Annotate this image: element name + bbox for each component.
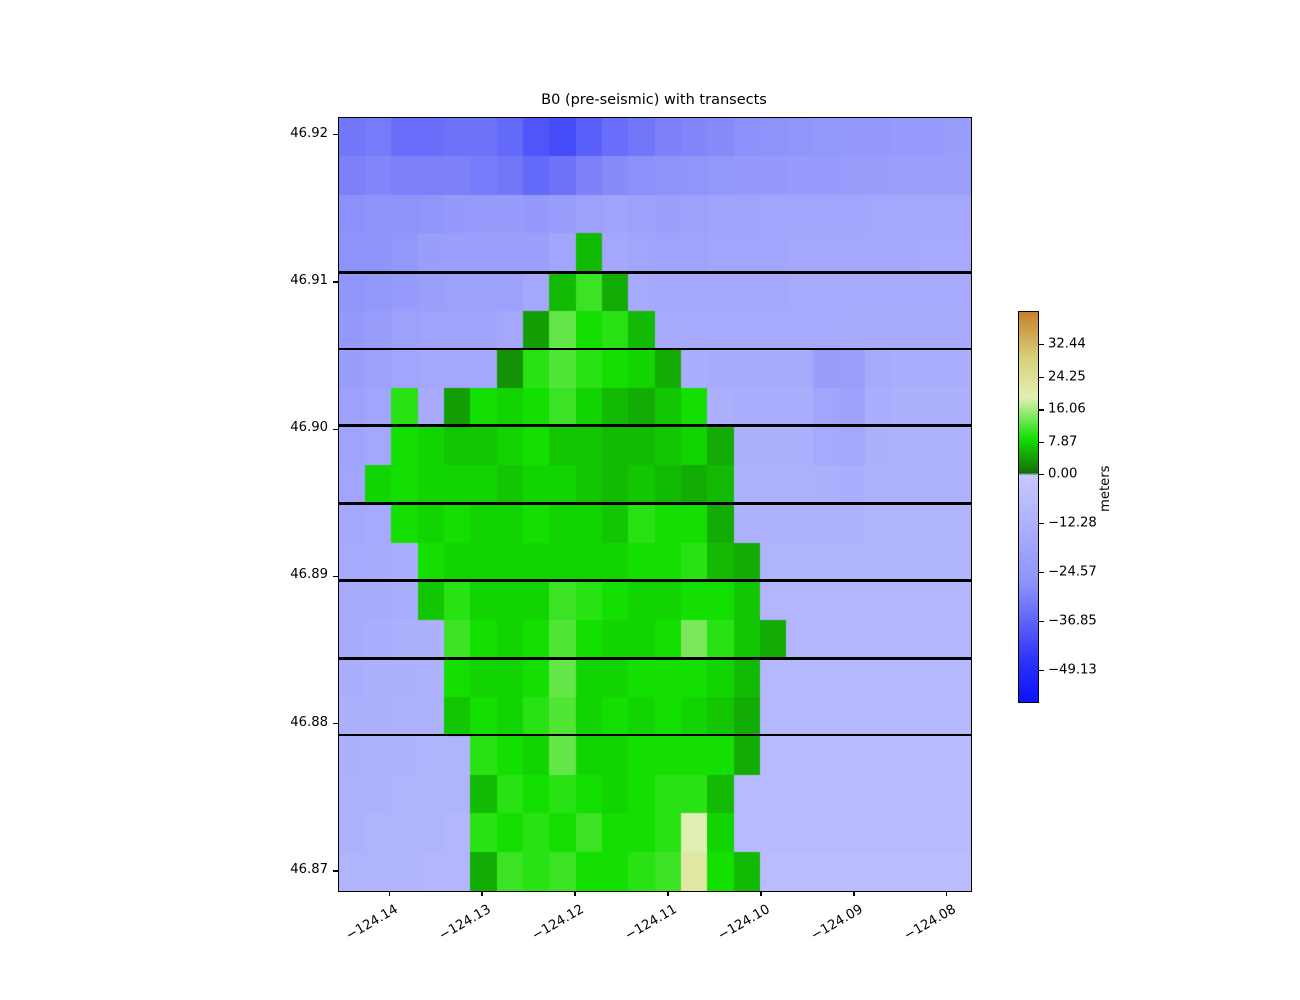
- x-tick-label: −124.12: [529, 902, 587, 944]
- y-tick-label: 46.91: [290, 272, 328, 288]
- y-tick-label: 46.87: [290, 861, 328, 877]
- colorbar-tick-mark: [1039, 409, 1044, 411]
- y-tick-mark: [332, 723, 338, 725]
- page-title: B0 (pre-seismic) with transects: [541, 92, 767, 108]
- y-tick-mark: [332, 428, 338, 430]
- colorbar-tick-label: 7.87: [1048, 434, 1078, 450]
- y-tick-mark: [332, 870, 338, 872]
- colorbar-tick-mark: [1039, 442, 1044, 444]
- x-tick-label: −124.13: [436, 902, 494, 944]
- colorbar-tick-label: 0.00: [1048, 466, 1078, 482]
- x-tick-label: −124.10: [715, 902, 773, 944]
- x-tick-label: −124.11: [622, 902, 680, 944]
- y-tick-mark: [332, 281, 338, 283]
- y-tick-label: 46.92: [290, 125, 328, 141]
- colorbar-tick-mark: [1039, 621, 1044, 623]
- x-tick-mark: [574, 891, 576, 897]
- heatmap-axes[interactable]: [338, 117, 972, 892]
- x-tick-label: −124.08: [901, 902, 959, 944]
- y-tick-mark: [332, 575, 338, 578]
- x-tick-mark: [481, 891, 483, 897]
- colorbar-tick-label: −12.28: [1048, 515, 1097, 531]
- colorbar-tick-mark: [1039, 343, 1044, 345]
- colorbar-tick-label: −24.57: [1048, 564, 1097, 580]
- x-tick-label: −124.09: [808, 902, 866, 944]
- y-tick-label: 46.89: [290, 567, 328, 583]
- colorbar[interactable]: 32.44 24.25 16.06 7.87 0.00 −12.28 −24.57 −36.8…: [1018, 311, 1097, 703]
- x-tick-mark: [946, 891, 948, 897]
- colorbar-tick-label: 32.44: [1048, 336, 1086, 352]
- x-tick-mark: [388, 891, 390, 897]
- x-tick-label: −124.14: [343, 902, 401, 944]
- colorbar-tick-mark: [1039, 473, 1044, 475]
- y-tick-mark: [332, 134, 338, 136]
- colorbar-tick-mark: [1039, 571, 1044, 574]
- colorbar-tick-mark: [1039, 376, 1044, 378]
- x-tick-mark: [760, 891, 762, 897]
- heatmap-raster: [339, 118, 971, 891]
- x-tick-mark: [853, 891, 855, 897]
- colorbar-tick-label: 16.06: [1048, 401, 1086, 417]
- x-tick-mark: [667, 891, 669, 897]
- colorbar-tick-label: −36.85: [1048, 613, 1097, 629]
- y-tick-label: 46.90: [290, 420, 328, 436]
- y-tick-label: 46.88: [290, 714, 328, 730]
- colorbar-tick-mark: [1039, 522, 1044, 524]
- colorbar-tick-label: 24.25: [1048, 369, 1086, 385]
- colorbar-tick-label: −49.13: [1048, 662, 1097, 678]
- colorbar-tick-mark: [1039, 670, 1044, 672]
- colorbar-axis-label: meters: [1098, 465, 1113, 512]
- colorbar-gradient: [1018, 311, 1039, 703]
